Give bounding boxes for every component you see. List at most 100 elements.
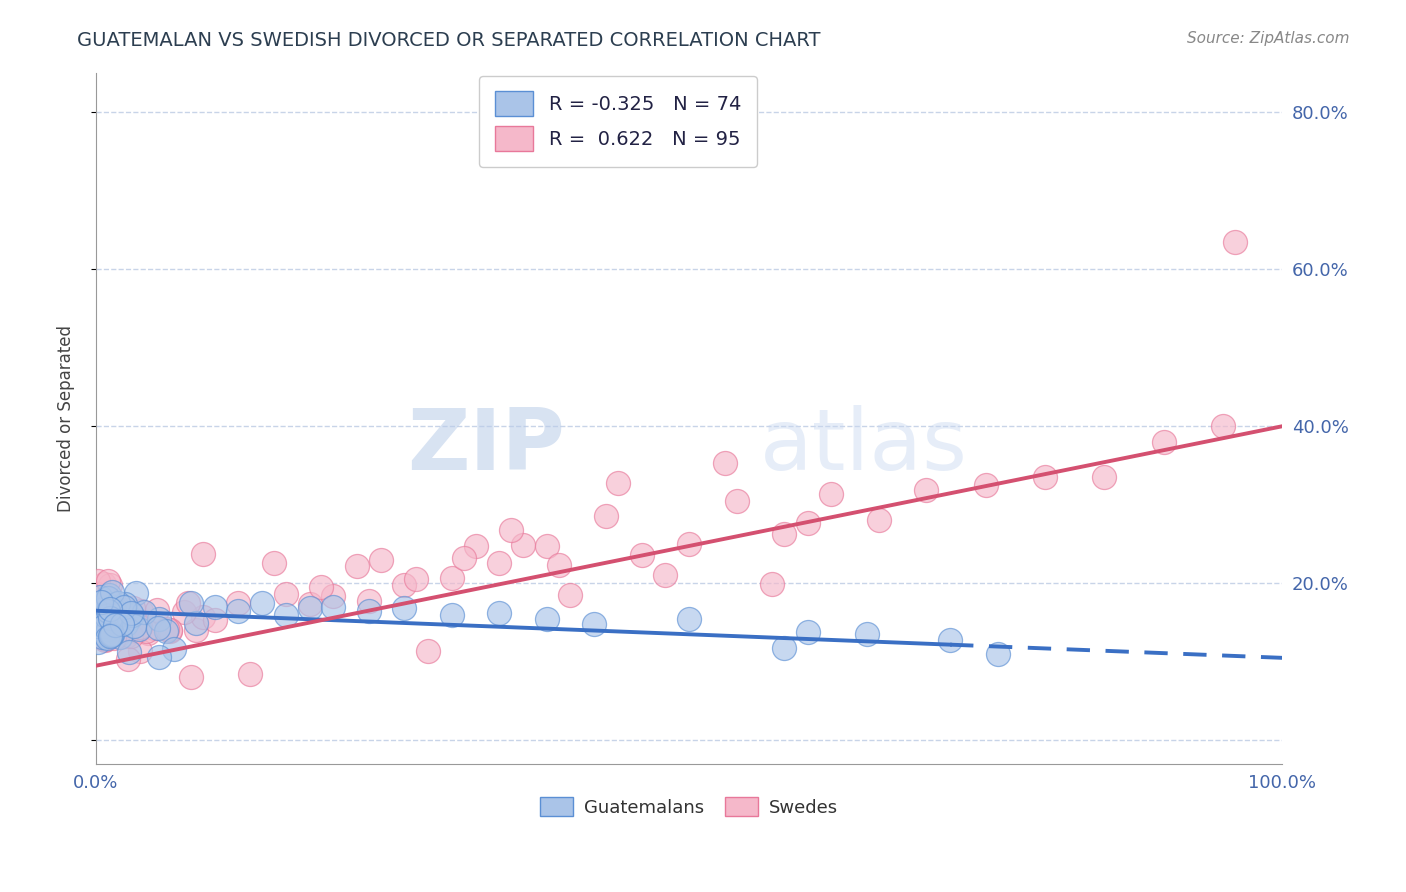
- Point: [121, 607, 143, 622]
- Point: [547, 558, 569, 573]
- Point: [159, 623, 181, 637]
- Point: [93, 619, 115, 633]
- Point: [86, 607, 108, 621]
- Point: [560, 588, 582, 602]
- Point: [298, 601, 321, 615]
- Point: [440, 607, 463, 622]
- Point: [93, 603, 115, 617]
- Point: [86, 618, 108, 632]
- Point: [394, 601, 416, 615]
- Point: [103, 603, 125, 617]
- Point: [146, 621, 169, 635]
- Point: [274, 607, 297, 622]
- Point: [97, 591, 120, 606]
- Point: [159, 624, 181, 639]
- Point: [488, 606, 510, 620]
- Point: [148, 649, 170, 664]
- Point: [94, 608, 117, 623]
- Point: [93, 576, 115, 591]
- Point: [100, 609, 122, 624]
- Point: [322, 599, 344, 614]
- Point: [1223, 235, 1246, 249]
- Point: [1033, 470, 1056, 484]
- Point: [405, 572, 427, 586]
- Point: [346, 559, 368, 574]
- Point: [418, 644, 440, 658]
- Point: [583, 617, 606, 632]
- Point: [148, 612, 170, 626]
- Point: [453, 551, 475, 566]
- Point: [129, 604, 152, 618]
- Point: [322, 590, 344, 604]
- Point: [156, 623, 179, 637]
- Point: [773, 640, 796, 655]
- Point: [607, 475, 630, 490]
- Point: [142, 621, 165, 635]
- Point: [91, 630, 114, 644]
- Point: [464, 540, 486, 554]
- Point: [986, 647, 1008, 661]
- Point: [132, 605, 155, 619]
- Point: [108, 630, 131, 644]
- Point: [94, 632, 117, 647]
- Point: [761, 576, 783, 591]
- Text: Source: ZipAtlas.com: Source: ZipAtlas.com: [1187, 31, 1350, 46]
- Point: [630, 549, 652, 563]
- Point: [90, 595, 112, 609]
- Point: [357, 604, 380, 618]
- Point: [820, 486, 842, 500]
- Point: [773, 526, 796, 541]
- Point: [939, 632, 962, 647]
- Point: [512, 538, 534, 552]
- Text: GUATEMALAN VS SWEDISH DIVORCED OR SEPARATED CORRELATION CHART: GUATEMALAN VS SWEDISH DIVORCED OR SEPARA…: [77, 31, 821, 50]
- Point: [298, 597, 321, 611]
- Point: [357, 594, 380, 608]
- Point: [177, 596, 200, 610]
- Point: [122, 619, 145, 633]
- Point: [89, 590, 111, 604]
- Point: [98, 629, 121, 643]
- Point: [87, 620, 110, 634]
- Point: [86, 620, 108, 634]
- Point: [98, 601, 121, 615]
- Point: [311, 580, 333, 594]
- Point: [98, 628, 121, 642]
- Point: [97, 614, 120, 628]
- Point: [105, 603, 128, 617]
- Point: [678, 611, 700, 625]
- Point: [440, 570, 463, 584]
- Point: [173, 605, 195, 619]
- Text: ZIP: ZIP: [406, 405, 565, 488]
- Point: [263, 557, 285, 571]
- Point: [91, 620, 114, 634]
- Point: [713, 456, 735, 470]
- Point: [129, 643, 152, 657]
- Point: [191, 609, 214, 624]
- Point: [678, 537, 700, 551]
- Point: [100, 628, 122, 642]
- Point: [180, 596, 202, 610]
- Point: [105, 609, 128, 624]
- Point: [105, 629, 128, 643]
- Point: [370, 552, 392, 566]
- Point: [796, 516, 818, 531]
- Point: [118, 645, 141, 659]
- Point: [129, 620, 152, 634]
- Point: [1092, 470, 1115, 484]
- Point: [146, 603, 169, 617]
- Point: [120, 606, 142, 620]
- Point: [394, 577, 416, 591]
- Point: [654, 567, 676, 582]
- Point: [114, 617, 136, 632]
- Point: [87, 635, 110, 649]
- Point: [135, 624, 157, 639]
- Point: [112, 600, 135, 615]
- Point: [204, 599, 226, 614]
- Point: [100, 584, 122, 599]
- Point: [114, 597, 136, 611]
- Point: [87, 624, 110, 638]
- Point: [104, 618, 127, 632]
- Point: [87, 623, 110, 637]
- Point: [501, 523, 523, 537]
- Point: [96, 622, 118, 636]
